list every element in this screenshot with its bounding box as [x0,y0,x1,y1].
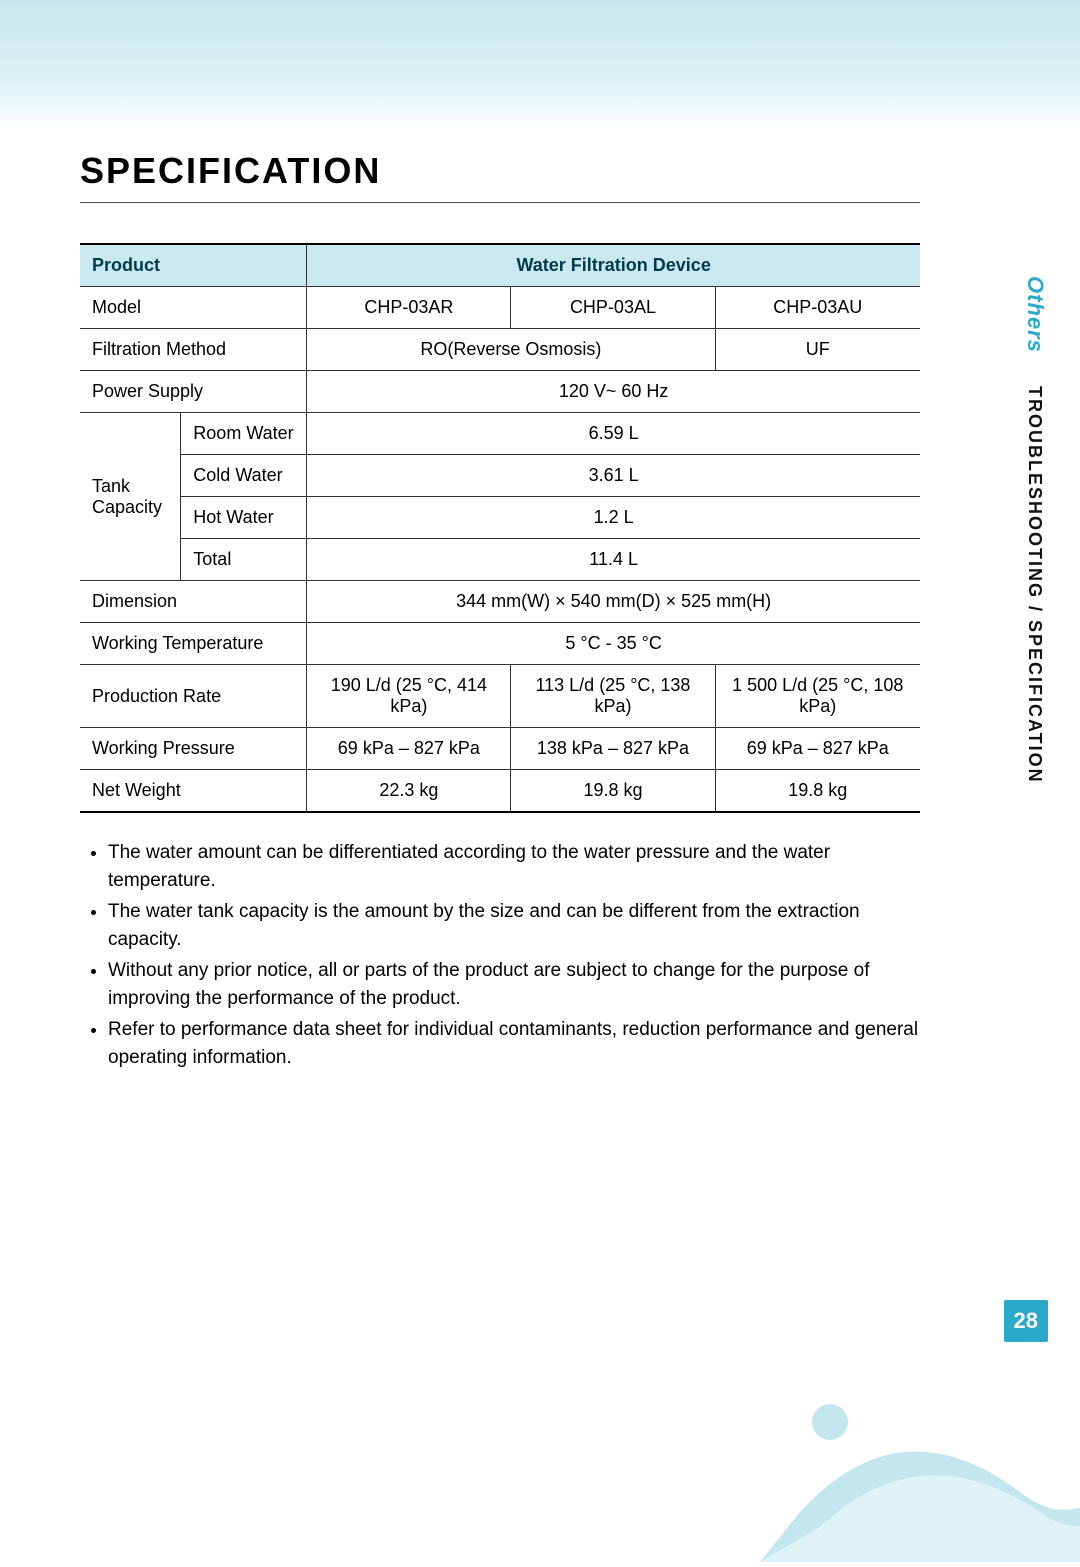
side-tab: Others TROUBLESHOOTING / SPECIFICATION [1022,276,1048,784]
header-device: Water Filtration Device [307,244,920,287]
notes-list: The water amount can be differentiated a… [80,839,920,1071]
note-item: Refer to performance data sheet for indi… [108,1016,920,1071]
cell-model-c: CHP-03AU [715,287,920,329]
cell-hot: 1.2 L [307,497,920,539]
cell-rate-label: Production Rate [80,665,307,728]
row-temp: Working Temperature 5 °C - 35 °C [80,623,920,665]
cell-weight-a: 22.3 kg [307,770,511,813]
cell-dimension: 344 mm(W) × 540 mm(D) × 525 mm(H) [307,581,920,623]
footer-decoration [760,1342,1080,1562]
cell-pressure-b: 138 kPa – 827 kPa [511,728,715,770]
side-section: TROUBLESHOOTING / SPECIFICATION [1025,386,1045,784]
cell-pressure-a: 69 kPa – 827 kPa [307,728,511,770]
side-others: Others [1023,276,1048,353]
row-model: Model CHP-03AR CHP-03AL CHP-03AU [80,287,920,329]
row-tank-room: Tank Capacity Room Water 6.59 L [80,413,920,455]
cell-cold: 3.61 L [307,455,920,497]
page-title: SPECIFICATION [80,150,920,203]
cell-filtration-ro: RO(Reverse Osmosis) [307,329,715,371]
row-pressure: Working Pressure 69 kPa – 827 kPa 138 kP… [80,728,920,770]
cell-model-label: Model [80,287,307,329]
cell-power-label: Power Supply [80,371,307,413]
note-item: The water tank capacity is the amount by… [108,898,920,953]
table-header-row: Product Water Filtration Device [80,244,920,287]
row-tank-cold: Cold Water 3.61 L [80,455,920,497]
row-tank-total: Total 11.4 L [80,539,920,581]
cell-power: 120 V~ 60 Hz [307,371,920,413]
cell-total: 11.4 L [307,539,920,581]
wave-icon [760,1342,1080,1562]
cell-model-a: CHP-03AR [307,287,511,329]
cell-pressure-c: 69 kPa – 827 kPa [715,728,920,770]
row-rate: Production Rate 190 L/d (25 °C, 414 kPa)… [80,665,920,728]
note-item: The water amount can be differentiated a… [108,839,920,894]
note-item: Without any prior notice, all or parts o… [108,957,920,1012]
cell-weight-c: 19.8 kg [715,770,920,813]
page-number: 28 [1004,1300,1048,1342]
cell-tank-label: Tank Capacity [80,413,181,581]
cell-weight-label: Net Weight [80,770,307,813]
cell-temp-label: Working Temperature [80,623,307,665]
row-dimension: Dimension 344 mm(W) × 540 mm(D) × 525 mm… [80,581,920,623]
top-gradient-band [0,0,1080,130]
cell-filtration-uf: UF [715,329,920,371]
row-tank-hot: Hot Water 1.2 L [80,497,920,539]
page-content: SPECIFICATION Product Water Filtration D… [80,150,920,1075]
cell-dimension-label: Dimension [80,581,307,623]
cell-room: 6.59 L [307,413,920,455]
cell-cold-label: Cold Water [181,455,307,497]
cell-pressure-label: Working Pressure [80,728,307,770]
cell-temp: 5 °C - 35 °C [307,623,920,665]
cell-total-label: Total [181,539,307,581]
row-weight: Net Weight 22.3 kg 19.8 kg 19.8 kg [80,770,920,813]
cell-filtration-label: Filtration Method [80,329,307,371]
row-power: Power Supply 120 V~ 60 Hz [80,371,920,413]
cell-rate-a: 190 L/d (25 °C, 414 kPa) [307,665,511,728]
cell-room-label: Room Water [181,413,307,455]
cell-rate-b: 113 L/d (25 °C, 138 kPa) [511,665,715,728]
cell-hot-label: Hot Water [181,497,307,539]
cell-weight-b: 19.8 kg [511,770,715,813]
row-filtration: Filtration Method RO(Reverse Osmosis) UF [80,329,920,371]
cell-rate-c: 1 500 L/d (25 °C, 108 kPa) [715,665,920,728]
spec-table: Product Water Filtration Device Model CH… [80,243,920,813]
cell-model-b: CHP-03AL [511,287,715,329]
header-product: Product [80,244,307,287]
